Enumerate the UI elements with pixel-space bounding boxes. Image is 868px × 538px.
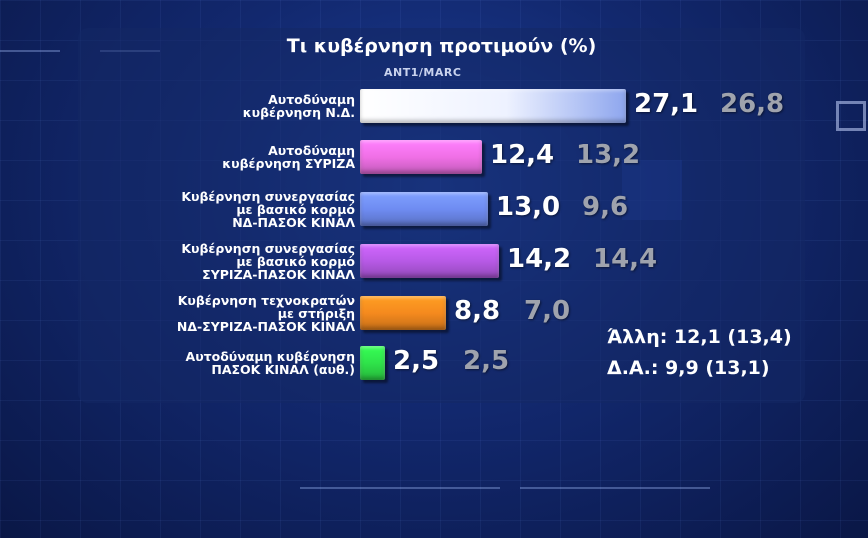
- value-label: 12,4: [490, 140, 555, 170]
- value-label: 2,5: [393, 346, 440, 376]
- note-dont-know: Δ.Α.: 9,9 (13,1): [607, 357, 770, 379]
- category-label-line: Κυβέρνηση τεχνοκρατών: [177, 292, 355, 308]
- bar: [360, 140, 482, 174]
- previous-value-label: 26,8: [720, 89, 785, 119]
- category-label: Αυτοδύναμη κυβέρνηση ΣΥΡΙΖΑ: [95, 144, 355, 170]
- category-label: Κυβέρνηση συνεργασίας με βασικό κορμό ΝΔ-Π…: [95, 190, 355, 229]
- bar: [360, 346, 385, 380]
- category-label: Αυτοδύναμη κυβέρνηση Ν.Δ.: [95, 93, 355, 119]
- previous-value-label: 2,5: [463, 346, 510, 376]
- value-label: 14,2: [507, 244, 572, 274]
- category-label-line: με βασικό κορμό: [236, 201, 355, 217]
- category-label-line: ΠΑΣΟΚ ΚΙΝΑΛ (αυθ.): [211, 362, 355, 377]
- bar: [360, 296, 446, 330]
- decorative-square: [836, 101, 866, 131]
- category-label-line: κυβέρνηση Ν.Δ.: [242, 105, 355, 120]
- value-label: 8,8: [454, 296, 501, 326]
- category-label-line: ΣΥΡΙΖΑ-ΠΑΣΟΚ ΚΙΝΑΛ: [202, 266, 355, 282]
- category-label: Κυβέρνηση συνεργασίας με βασικό κορμό ΣΥΡΙ…: [95, 242, 355, 281]
- category-label-line: κυβέρνηση ΣΥΡΙΖΑ: [222, 156, 355, 171]
- category-label-line: Αυτοδύναμη: [268, 92, 355, 107]
- category-label-line: ΝΔ-ΣΥΡΙΖΑ-ΠΑΣΟΚ ΚΙΝΑΛ: [176, 318, 355, 334]
- note-other: Άλλη: 12,1 (13,4): [607, 326, 792, 348]
- category-label-line: Αυτοδύναμη: [268, 143, 355, 158]
- category-label-line: ΝΔ-ΠΑΣΟΚ ΚΙΝΑΛ: [232, 214, 355, 230]
- previous-value-label: 9,6: [582, 192, 629, 222]
- category-label: Κυβέρνηση τεχνοκρατών με στήριξη ΝΔ-ΣΥΡΙΖΑ…: [95, 294, 355, 333]
- previous-value-label: 14,4: [593, 244, 658, 274]
- category-label-line: Κυβέρνηση συνεργασίας: [181, 240, 355, 256]
- category-label-line: με στήριξη: [277, 305, 355, 321]
- bar: [360, 192, 488, 226]
- category-label-line: Κυβέρνηση συνεργασίας: [181, 188, 355, 204]
- category-label-line: με βασικό κορμό: [236, 253, 355, 269]
- bar: [360, 244, 499, 278]
- value-label: 13,0: [496, 192, 561, 222]
- chart-source: ANT1/MARC: [384, 66, 462, 79]
- decorative-line: [300, 487, 500, 489]
- decorative-line: [0, 50, 60, 52]
- chart-title: Τι κυβέρνηση προτιμούν (%): [286, 35, 597, 57]
- decorative-line: [520, 487, 710, 489]
- bar: [360, 89, 626, 123]
- category-label: Αυτοδύναμη κυβέρνηση ΠΑΣΟΚ ΚΙΝΑΛ (αυθ.): [95, 350, 355, 376]
- value-label: 27,1: [634, 89, 699, 119]
- previous-value-label: 13,2: [576, 140, 641, 170]
- category-label-line: Αυτοδύναμη κυβέρνηση: [185, 349, 355, 364]
- previous-value-label: 7,0: [524, 296, 571, 326]
